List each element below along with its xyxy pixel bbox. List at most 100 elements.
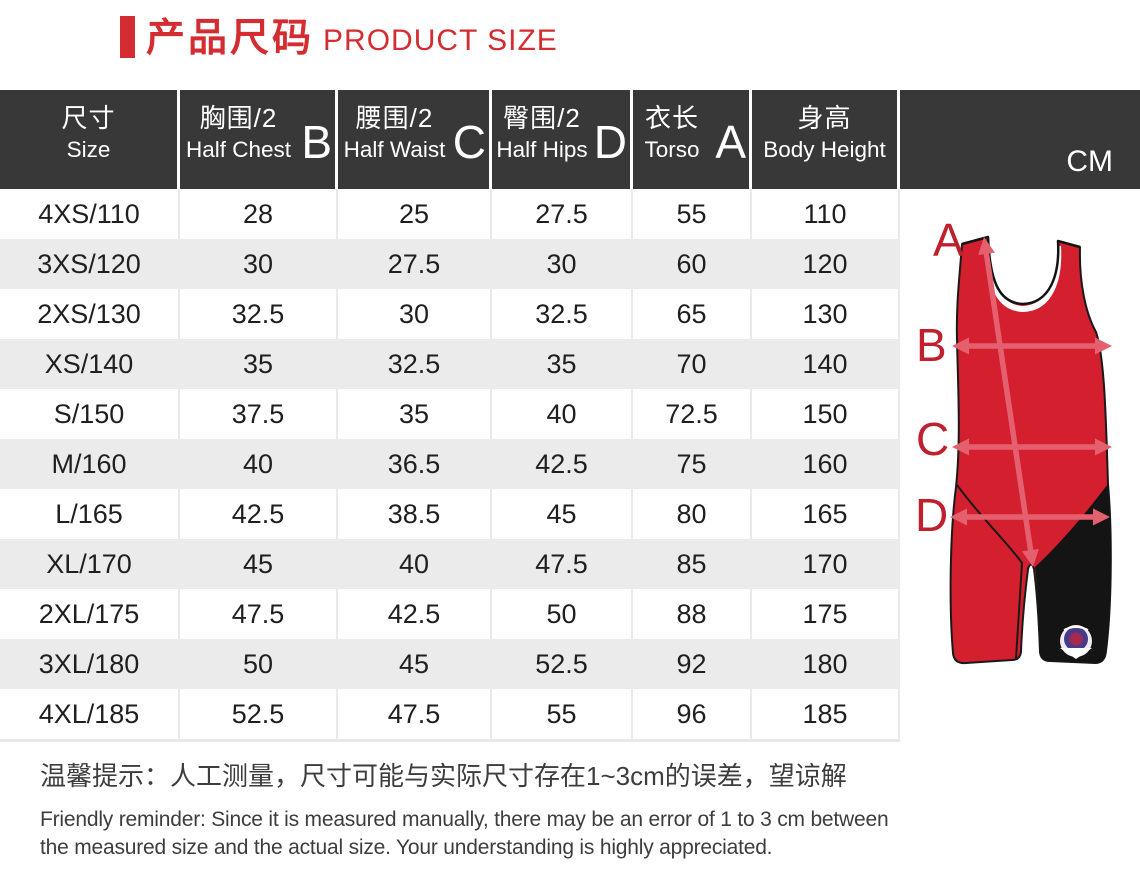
measurement-cell: 37.5 <box>180 389 338 439</box>
column-label-cn: 腰围/2 <box>355 103 434 133</box>
size-label-cell: M/160 <box>0 439 180 489</box>
size-label-cell: 2XS/130 <box>0 289 180 339</box>
measurement-cell: 28 <box>180 189 338 239</box>
column-label-en: Size <box>66 137 111 162</box>
measurement-cell: 165 <box>752 489 900 539</box>
measurement-cell: 47.5 <box>492 539 633 589</box>
measurement-cell: 88 <box>633 589 752 639</box>
measurement-cell: 52.5 <box>492 639 633 689</box>
column-header-torso: 衣长 Torso A <box>633 90 752 189</box>
measurement-cell: 47.5 <box>180 589 338 639</box>
page-title-cn: 产品尺码 <box>146 17 315 60</box>
measure-letter-c: C <box>452 116 486 168</box>
unit-header-cell: CM <box>900 90 1140 189</box>
neckline-lining <box>985 241 1062 313</box>
size-label-cell: 3XL/180 <box>0 639 180 689</box>
table-row: 4XL/185 52.5 47.5 55 96 185 <box>0 689 900 739</box>
column-label-cn: 衣长 <box>644 103 699 133</box>
arrow-c <box>952 438 1112 456</box>
size-label-cell: 4XL/185 <box>0 689 180 739</box>
measurement-cell: 120 <box>752 239 900 289</box>
measurement-cell: 60 <box>633 239 752 289</box>
measurement-cell: 75 <box>633 439 752 489</box>
measurement-cell: 185 <box>752 689 900 739</box>
measure-letter-d: D <box>593 116 627 168</box>
table-row: XL/170 45 40 47.5 85 170 <box>0 539 900 589</box>
table-row: S/150 37.5 35 40 72.5 150 <box>0 389 900 439</box>
reminder-note-en: Friendly reminder: Since it is measured … <box>40 808 889 859</box>
measurement-cell: 92 <box>633 639 752 689</box>
measurement-cell: 35 <box>338 389 492 439</box>
measure-letter-a: A <box>715 116 746 168</box>
reminder-note-cn: 温馨提示：人工测量，尺寸可能与实际尺寸存在1~3cm的误差，望谅解 <box>40 761 847 791</box>
measurement-cell: 80 <box>633 489 752 539</box>
measure-arrows <box>950 237 1112 567</box>
table-body: 4XS/110 28 25 27.5 55 110 3XS/120 30 27.5 30 60 120… <box>0 189 900 739</box>
arrow-b <box>952 337 1112 355</box>
measurement-cell: 50 <box>180 639 338 689</box>
measurement-cell: 40 <box>492 389 633 439</box>
measurement-cell: 42.5 <box>492 439 633 489</box>
measurement-cell: 65 <box>633 289 752 339</box>
table-row: 3XL/180 50 45 52.5 92 180 <box>0 639 900 689</box>
measurement-cell: 42.5 <box>180 489 338 539</box>
column-header-half-hips: 臀围/2 Half Hips D <box>492 90 633 189</box>
measurement-cell: 42.5 <box>338 589 492 639</box>
measure-letter-b: B <box>301 116 332 168</box>
size-label-cell: S/150 <box>0 389 180 439</box>
column-label-cn: 尺寸 <box>61 103 116 133</box>
measurement-cell: 30 <box>180 239 338 289</box>
measurement-cell: 32.5 <box>492 289 633 339</box>
measurement-cell: 96 <box>633 689 752 739</box>
measurement-cell: 52.5 <box>180 689 338 739</box>
size-label-cell: 4XS/110 <box>0 189 180 239</box>
unit-label: CM <box>1066 145 1113 178</box>
measurement-cell: 140 <box>752 339 900 389</box>
figure-label-b: B <box>916 319 947 371</box>
table-row: M/160 40 36.5 42.5 75 160 <box>0 439 900 489</box>
measurement-cell: 45 <box>492 489 633 539</box>
measurement-cell: 40 <box>180 439 338 489</box>
measurement-cell: 35 <box>492 339 633 389</box>
column-header-size: 尺寸 Size <box>0 90 180 189</box>
measurement-cell: 32.5 <box>180 289 338 339</box>
column-label-en: Half Chest <box>185 137 292 162</box>
measurement-cell: 25 <box>338 189 492 239</box>
singlet-illustration: A B C D <box>915 214 1112 665</box>
arrow-a <box>978 237 1039 567</box>
measurement-cell: 72.5 <box>633 389 752 439</box>
size-label-cell: XL/170 <box>0 539 180 589</box>
table-row: 2XS/130 32.5 30 32.5 65 130 <box>0 289 900 339</box>
measurement-cell: 40 <box>338 539 492 589</box>
column-header-half-chest: 胸围/2 Half Chest B <box>180 90 338 189</box>
table-bottom-border <box>0 739 900 742</box>
arrow-d <box>950 508 1110 526</box>
section-title: 产品尺码 PRODUCT SIZE <box>120 12 558 62</box>
page-title-en: PRODUCT SIZE <box>323 24 558 57</box>
measurement-cell: 85 <box>633 539 752 589</box>
column-header-half-waist: 腰围/2 Half Waist C <box>338 90 492 189</box>
measurement-cell: 45 <box>338 639 492 689</box>
column-label-cn: 臀围/2 <box>503 103 581 133</box>
measurement-cell: 170 <box>752 539 900 589</box>
figure-label-a: A <box>933 214 964 266</box>
measurement-cell: 175 <box>752 589 900 639</box>
measurement-cell: 55 <box>633 189 752 239</box>
singlet-black-panel <box>1035 484 1111 663</box>
measurement-cell: 50 <box>492 589 633 639</box>
table-row: L/165 42.5 38.5 45 80 165 <box>0 489 900 539</box>
column-label-en: Body Height <box>763 137 886 162</box>
singlet-figure: A B C D <box>900 189 1140 749</box>
measurement-cell: 160 <box>752 439 900 489</box>
table-row: 2XL/175 47.5 42.5 50 88 175 <box>0 589 900 639</box>
size-label-cell: XS/140 <box>0 339 180 389</box>
measurement-cell: 27.5 <box>492 189 633 239</box>
measurement-cell: 70 <box>633 339 752 389</box>
red-accent-bar <box>120 16 135 58</box>
measurement-cell: 45 <box>180 539 338 589</box>
column-label-en: Half Waist <box>343 137 446 162</box>
measurement-cell: 150 <box>752 389 900 439</box>
measurement-cell: 130 <box>752 289 900 339</box>
measurement-cell: 55 <box>492 689 633 739</box>
